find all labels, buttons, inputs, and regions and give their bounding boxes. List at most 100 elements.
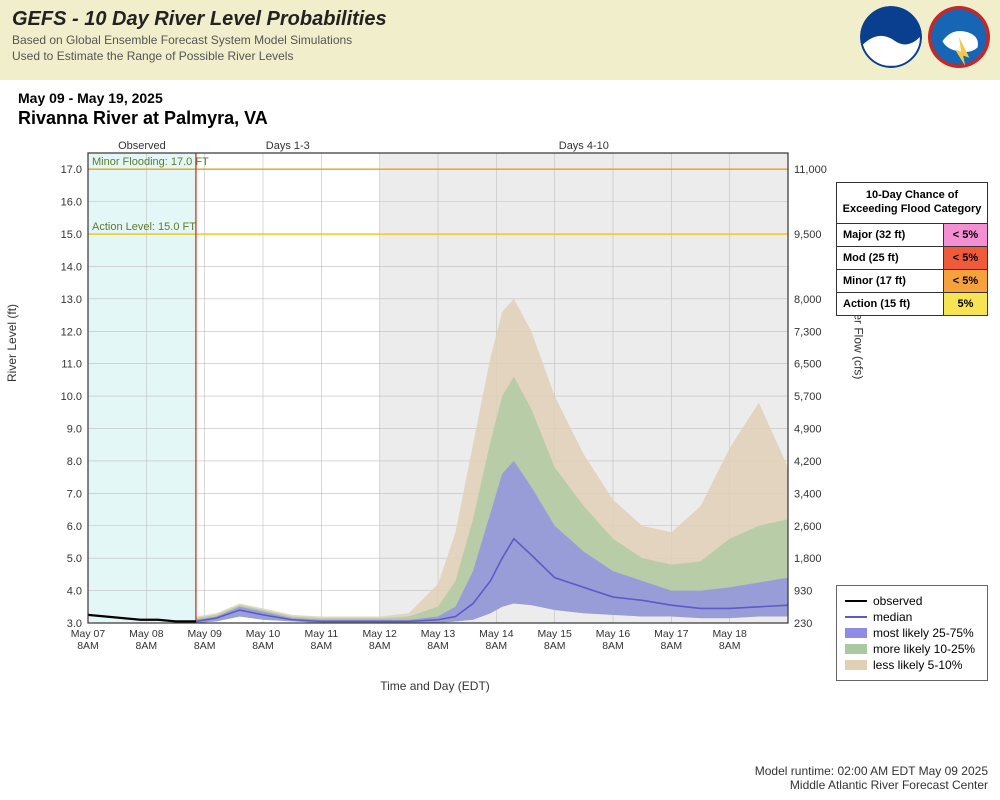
legend-item: median — [845, 610, 979, 624]
svg-text:230: 230 — [794, 618, 812, 630]
forecast-center: Middle Atlantic River Forecast Center — [755, 778, 988, 792]
svg-text:8AM: 8AM — [602, 640, 624, 652]
svg-text:Days 4-10: Days 4-10 — [559, 140, 609, 152]
svg-text:May 07: May 07 — [71, 628, 106, 640]
nws-logo-icon — [928, 6, 990, 68]
flood-row-value: 5% — [943, 293, 987, 315]
svg-text:6.0: 6.0 — [67, 521, 82, 533]
svg-text:5.0: 5.0 — [67, 553, 82, 565]
svg-text:6,500: 6,500 — [794, 359, 822, 371]
flood-row: Mod (25 ft)< 5% — [837, 246, 987, 269]
flood-row-label: Mod (25 ft) — [837, 247, 943, 269]
noaa-logo-icon — [860, 6, 922, 68]
flood-row-label: Action (15 ft) — [837, 293, 943, 315]
svg-text:May 13: May 13 — [421, 628, 456, 640]
flood-row-label: Minor (17 ft) — [837, 270, 943, 292]
svg-text:Observed: Observed — [118, 140, 166, 152]
legend-label: more likely 10-25% — [873, 642, 975, 656]
svg-text:9,500: 9,500 — [794, 229, 822, 241]
flood-row-value: < 5% — [943, 270, 987, 292]
legend-swatch — [845, 600, 867, 602]
svg-text:8AM: 8AM — [252, 640, 274, 652]
date-range: May 09 - May 19, 2025 — [18, 90, 1000, 106]
y1-axis-label: River Level (ft) — [5, 304, 19, 382]
svg-text:17.0: 17.0 — [61, 164, 82, 176]
svg-text:May 09: May 09 — [187, 628, 222, 640]
svg-text:13.0: 13.0 — [61, 294, 82, 306]
legend-label: observed — [873, 594, 922, 608]
svg-text:8AM: 8AM — [719, 640, 741, 652]
svg-text:8AM: 8AM — [77, 640, 99, 652]
logos — [860, 6, 990, 68]
flood-row-label: Major (32 ft) — [837, 224, 943, 246]
flood-row: Major (32 ft)< 5% — [837, 224, 987, 246]
svg-text:4,200: 4,200 — [794, 456, 822, 468]
svg-text:10.0: 10.0 — [61, 391, 82, 403]
svg-text:May 16: May 16 — [596, 628, 631, 640]
page-title: GEFS - 10 Day River Level Probabilities — [12, 8, 988, 31]
svg-text:9.0: 9.0 — [67, 424, 82, 436]
flood-probability-table: 10-Day Chance of Exceeding Flood Categor… — [836, 182, 988, 316]
legend-swatch — [845, 660, 867, 670]
header-sub2: Used to Estimate the Range of Possible R… — [12, 49, 988, 63]
svg-text:May 12: May 12 — [362, 628, 397, 640]
svg-text:4.0: 4.0 — [67, 586, 82, 598]
legend-label: median — [873, 610, 912, 624]
svg-text:May 17: May 17 — [654, 628, 689, 640]
svg-text:7.0: 7.0 — [67, 488, 82, 500]
header-sub1: Based on Global Ensemble Forecast System… — [12, 33, 988, 47]
svg-text:Days 1-3: Days 1-3 — [266, 140, 310, 152]
river-chart: 3.04.05.06.07.08.09.010.011.012.013.014.… — [40, 135, 830, 675]
legend-swatch — [845, 644, 867, 654]
legend-item: most likely 25-75% — [845, 626, 979, 640]
model-runtime: Model runtime: 02:00 AM EDT May 09 2025 — [755, 764, 988, 778]
svg-text:7,300: 7,300 — [794, 326, 822, 338]
location-title: Rivanna River at Palmyra, VA — [18, 108, 1000, 129]
x-axis-label: Time and Day (EDT) — [40, 679, 830, 693]
svg-text:May 14: May 14 — [479, 628, 514, 640]
chart-container: 3.04.05.06.07.08.09.010.011.012.013.014.… — [40, 135, 830, 693]
svg-text:8AM: 8AM — [544, 640, 566, 652]
header-band: GEFS - 10 Day River Level Probabilities … — [0, 0, 1000, 80]
footer: Model runtime: 02:00 AM EDT May 09 2025 … — [755, 764, 988, 792]
legend-swatch — [845, 628, 867, 638]
svg-text:930: 930 — [794, 586, 812, 598]
flood-row: Minor (17 ft)< 5% — [837, 269, 987, 292]
svg-text:11,000: 11,000 — [794, 164, 827, 176]
legend-label: most likely 25-75% — [873, 626, 974, 640]
svg-text:May 10: May 10 — [246, 628, 281, 640]
legend-item: observed — [845, 594, 979, 608]
svg-text:3,400: 3,400 — [794, 488, 822, 500]
svg-text:8,000: 8,000 — [794, 294, 822, 306]
svg-text:8AM: 8AM — [311, 640, 333, 652]
svg-text:8AM: 8AM — [427, 640, 449, 652]
series-legend: observed median most likely 25-75% more lik… — [836, 585, 988, 681]
svg-text:1,800: 1,800 — [794, 553, 822, 565]
svg-text:8AM: 8AM — [486, 640, 508, 652]
svg-text:May 08: May 08 — [129, 628, 164, 640]
svg-text:5,700: 5,700 — [794, 391, 822, 403]
svg-text:2,600: 2,600 — [794, 521, 822, 533]
svg-text:May 18: May 18 — [712, 628, 747, 640]
svg-text:May 15: May 15 — [537, 628, 572, 640]
svg-text:May 11: May 11 — [305, 628, 339, 640]
svg-text:8AM: 8AM — [194, 640, 216, 652]
flood-table-header: 10-Day Chance of Exceeding Flood Categor… — [837, 183, 987, 224]
legend-item: more likely 10-25% — [845, 642, 979, 656]
svg-text:8AM: 8AM — [661, 640, 683, 652]
legend-item: less likely 5-10% — [845, 658, 979, 672]
svg-text:12.0: 12.0 — [61, 326, 82, 338]
svg-text:15.0: 15.0 — [61, 229, 82, 241]
svg-text:8AM: 8AM — [136, 640, 158, 652]
flood-row: Action (15 ft)5% — [837, 292, 987, 315]
svg-text:14.0: 14.0 — [61, 261, 82, 273]
svg-text:8.0: 8.0 — [67, 456, 82, 468]
flood-row-value: < 5% — [943, 247, 987, 269]
legend-swatch — [845, 616, 867, 618]
svg-text:11.0: 11.0 — [61, 359, 82, 371]
legend-label: less likely 5-10% — [873, 658, 962, 672]
svg-text:8AM: 8AM — [369, 640, 391, 652]
svg-text:Minor Flooding: 17.0 FT: Minor Flooding: 17.0 FT — [92, 156, 209, 168]
svg-text:4,900: 4,900 — [794, 424, 822, 436]
svg-text:Action Level: 15.0 FT: Action Level: 15.0 FT — [92, 221, 196, 233]
